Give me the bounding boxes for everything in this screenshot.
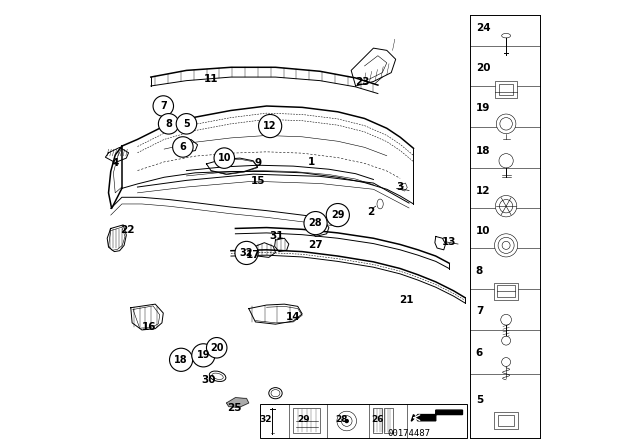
Bar <box>384 408 393 433</box>
Text: 14: 14 <box>286 312 301 322</box>
Text: 27: 27 <box>308 241 323 250</box>
Text: 25: 25 <box>227 403 242 414</box>
Text: 30: 30 <box>202 375 216 385</box>
Bar <box>493 412 518 429</box>
Circle shape <box>207 337 227 358</box>
Text: 8: 8 <box>165 119 172 129</box>
Text: 6: 6 <box>476 348 483 358</box>
Text: 22: 22 <box>120 225 135 235</box>
Ellipse shape <box>502 34 511 38</box>
Text: 26: 26 <box>372 414 384 423</box>
Circle shape <box>259 115 282 138</box>
Bar <box>493 283 518 300</box>
Text: 3: 3 <box>397 181 404 192</box>
Text: 6: 6 <box>179 142 186 152</box>
Text: 32: 32 <box>259 414 272 423</box>
Text: 15: 15 <box>250 176 265 186</box>
Text: 13: 13 <box>442 237 456 247</box>
Bar <box>499 84 513 95</box>
Bar <box>497 285 515 297</box>
Circle shape <box>326 203 349 227</box>
Text: 19: 19 <box>196 350 210 360</box>
Bar <box>498 414 514 426</box>
Text: 29: 29 <box>297 414 309 423</box>
Text: 12: 12 <box>476 185 490 196</box>
Text: 32: 32 <box>240 248 253 258</box>
Text: 21: 21 <box>399 295 414 305</box>
Circle shape <box>304 211 327 235</box>
Text: 1: 1 <box>307 157 315 167</box>
Text: 31: 31 <box>269 232 284 241</box>
Text: 23: 23 <box>355 77 370 86</box>
Circle shape <box>502 358 511 366</box>
Text: 4: 4 <box>111 158 119 168</box>
Text: 18: 18 <box>174 355 188 365</box>
Bar <box>260 404 467 438</box>
Text: 16: 16 <box>141 322 156 332</box>
Text: 11: 11 <box>204 74 218 84</box>
Text: 28: 28 <box>335 414 348 423</box>
Circle shape <box>499 199 513 213</box>
Text: 5: 5 <box>476 395 483 405</box>
Circle shape <box>498 237 514 254</box>
Text: 24: 24 <box>476 23 490 33</box>
Text: 18: 18 <box>476 146 490 155</box>
Text: 20: 20 <box>476 63 490 73</box>
Circle shape <box>344 419 349 423</box>
Text: 12: 12 <box>264 121 277 131</box>
Circle shape <box>170 348 193 371</box>
Circle shape <box>176 114 196 134</box>
Bar <box>495 81 517 98</box>
Circle shape <box>502 336 511 345</box>
Circle shape <box>153 96 173 116</box>
Circle shape <box>499 154 513 168</box>
Text: 17: 17 <box>246 250 260 260</box>
Circle shape <box>341 416 352 426</box>
Polygon shape <box>412 410 463 421</box>
Circle shape <box>500 117 513 130</box>
Circle shape <box>495 234 518 257</box>
Circle shape <box>173 137 193 157</box>
Circle shape <box>235 241 258 264</box>
Text: 10: 10 <box>218 153 231 163</box>
Text: 19: 19 <box>476 103 490 113</box>
Circle shape <box>495 195 516 217</box>
Bar <box>373 408 382 433</box>
Bar <box>293 408 320 433</box>
Circle shape <box>192 344 215 367</box>
Circle shape <box>158 114 179 134</box>
Text: 00174487: 00174487 <box>388 429 431 438</box>
Text: 28: 28 <box>308 218 323 228</box>
Text: 7: 7 <box>160 101 166 111</box>
Text: 7: 7 <box>476 306 483 316</box>
Text: 20: 20 <box>210 343 223 353</box>
Text: 8: 8 <box>476 266 483 276</box>
Circle shape <box>500 314 511 325</box>
Text: 10: 10 <box>476 226 490 236</box>
Polygon shape <box>227 398 249 407</box>
Text: 29: 29 <box>331 210 344 220</box>
Text: 9: 9 <box>254 158 261 168</box>
Circle shape <box>337 411 356 431</box>
Circle shape <box>214 148 234 168</box>
Text: 2: 2 <box>367 207 375 216</box>
Circle shape <box>496 114 516 134</box>
Text: 5: 5 <box>183 119 190 129</box>
Circle shape <box>502 241 510 250</box>
